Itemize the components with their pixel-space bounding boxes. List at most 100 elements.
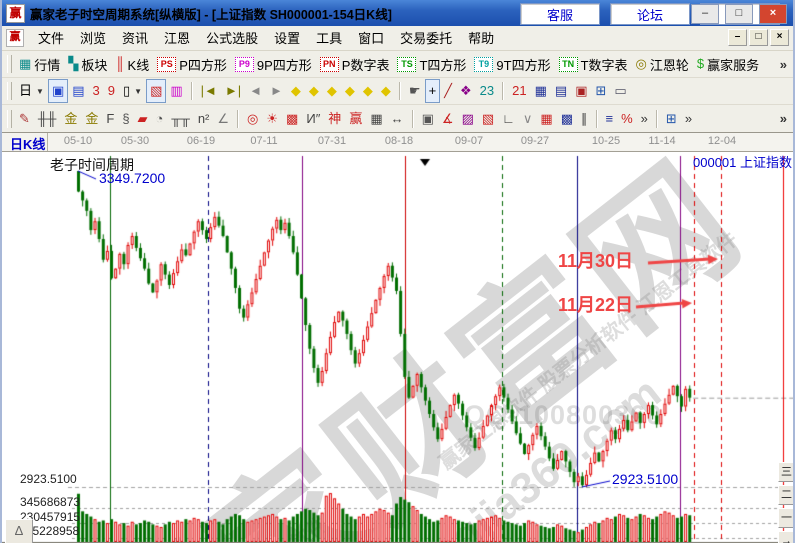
nine-cycle-button[interactable]: 9 <box>104 79 119 103</box>
gann-fan-tool[interactable]: ∡ <box>438 107 458 131</box>
menu-item-8[interactable]: 交易委托 <box>400 31 453 46</box>
laozi-pattern-button[interactable]: ▧ <box>146 79 167 103</box>
gann-shape-button[interactable]: ❖ <box>456 79 476 103</box>
close-button[interactable]: × <box>759 4 787 24</box>
nine-p-square-button[interactable]: P9 9P四方形 <box>231 52 316 76</box>
mdi-restore-button[interactable]: □ <box>749 29 768 46</box>
gann-wheel-button[interactable]: ◎ 江恩轮 <box>632 52 693 76</box>
angle-lines-tool[interactable]: ∟ <box>498 107 519 131</box>
menu-item-4[interactable]: 公式选股 <box>206 31 259 46</box>
overflow-more-2[interactable]: » <box>681 107 696 131</box>
nine-t-square-button[interactable]: T9 9T四方形 <box>470 52 554 76</box>
winner-service-button[interactable]: $ 赢家服务 <box>693 52 763 76</box>
diamond-shift-right-button[interactable]: ◆ <box>305 79 323 103</box>
pane-layout-2-button[interactable]: 二 <box>778 485 793 505</box>
first-bar-button[interactable]: |◄ <box>197 79 221 103</box>
restore-button[interactable]: □ <box>725 4 753 24</box>
menu-item-6[interactable]: 工具 <box>316 31 343 46</box>
forum-button[interactable]: 论坛 <box>610 3 690 25</box>
grid-yellow-tool[interactable]: ⊞ <box>662 107 681 131</box>
gold-comb-tool-1[interactable]: 金 <box>60 107 81 131</box>
three-cycle-button[interactable]: 3 <box>89 79 104 103</box>
web-grid-tool[interactable]: ▩ <box>282 107 302 131</box>
network-button[interactable]: ⊞ <box>591 79 610 103</box>
f-comb-tool[interactable]: F <box>102 107 118 131</box>
comb-tool[interactable]: ╫╫ <box>34 107 60 131</box>
minimize-button[interactable]: – <box>691 4 719 24</box>
menu-item-3[interactable]: 江恩 <box>164 31 191 46</box>
period-day-selector[interactable]: 日 ▼ <box>15 79 48 103</box>
spiral-tool[interactable]: § <box>118 107 133 131</box>
price-chart-canvas[interactable] <box>2 152 793 543</box>
clock-cycle-tool[interactable]: ◔ <box>152 107 168 131</box>
parallel-lines-tool[interactable]: ∥ <box>577 107 592 131</box>
quotes-button[interactable]: ▦ 行情 <box>15 52 64 76</box>
mdi-close-button[interactable]: × <box>770 29 789 46</box>
toolbar-overflow-chevron[interactable]: » <box>779 56 787 72</box>
win-box-tool[interactable]: 赢 <box>345 107 366 131</box>
toolbar-overflow-chevron[interactable]: » <box>779 111 787 126</box>
diamond-shift-left-button[interactable]: ◆ <box>287 79 305 103</box>
calculator-button[interactable]: ▦ <box>531 79 551 103</box>
ohlc-pair-tool[interactable]: И″ <box>302 107 324 131</box>
menu-item-0[interactable]: 文件 <box>38 31 65 46</box>
diamond-cross-button[interactable]: ◆ <box>377 79 395 103</box>
box-fan-tool[interactable]: ▧ <box>478 107 498 131</box>
v-lines-tool[interactable]: ∨ <box>519 107 537 131</box>
percent-line-tool[interactable]: % <box>617 107 637 131</box>
p-square-button[interactable]: PS P四方形 <box>153 52 231 76</box>
fan-box-tool[interactable]: ▨ <box>458 107 478 131</box>
info-panel-button[interactable]: ▤ <box>68 79 88 103</box>
panel-bars-tool[interactable]: ≡ <box>602 107 618 131</box>
prev-bar-button[interactable]: ◄ <box>245 79 266 103</box>
toolbar-grip[interactable] <box>7 55 12 73</box>
pane-scroll-button[interactable]: → <box>778 531 793 543</box>
shen-comb-tool[interactable]: 神 <box>324 107 345 131</box>
diamond-compress-button[interactable]: ◆ <box>323 79 341 103</box>
diamond-expand-button[interactable]: ◆ <box>341 79 359 103</box>
candle-style-button[interactable]: ▯ ▼ <box>119 79 146 103</box>
pane-layout-3-button[interactable]: 三 <box>778 462 793 482</box>
comb-grid-tool[interactable]: ▦ <box>366 107 386 131</box>
mdi-minimize-button[interactable]: – <box>728 29 747 46</box>
menu-item-5[interactable]: 设置 <box>274 31 301 46</box>
angle-tool[interactable]: ∠ <box>213 107 233 131</box>
p-number-table-button[interactable]: PN P数字表 <box>316 52 394 76</box>
pattern-window-button[interactable]: ▣ <box>47 79 69 103</box>
calendar-button[interactable]: 21 <box>508 79 530 103</box>
menu-item-7[interactable]: 窗口 <box>358 31 385 46</box>
gold-comb-tool-2[interactable]: 金 <box>81 107 102 131</box>
menu-item-1[interactable]: 浏览 <box>80 31 107 46</box>
starburst-tool[interactable]: ☀ <box>262 107 282 131</box>
red-grid-tool[interactable]: ▦ <box>536 107 556 131</box>
save-button[interactable]: ▣ <box>571 79 591 103</box>
target-tool[interactable]: ◎ <box>243 107 262 131</box>
brush-tool[interactable]: ▰ <box>134 107 152 131</box>
pan-hand-button[interactable]: ☛ <box>405 79 425 103</box>
grid-box-tool[interactable]: ▩ <box>557 107 577 131</box>
next-bar-button[interactable]: ► <box>266 79 287 103</box>
customer-service-button[interactable]: 客服 <box>520 3 600 25</box>
n-squared-tool[interactable]: n² <box>194 107 214 131</box>
cycle-23-button[interactable]: 23 <box>476 79 498 103</box>
menu-item-2[interactable]: 资讯 <box>122 31 149 46</box>
delta-tool-button[interactable]: Δ <box>5 519 33 543</box>
box-handles-tool[interactable]: ▣ <box>418 107 438 131</box>
plain-comb-tool[interactable]: ╥╥ <box>167 107 193 131</box>
kline-button[interactable]: ║ K线 <box>111 52 153 76</box>
notes-button[interactable]: ▤ <box>551 79 571 103</box>
t-square-button[interactable]: TS T四方形 <box>393 52 470 76</box>
t-number-table-button[interactable]: TN T数字表 <box>555 52 632 76</box>
pane-layout-1-button[interactable]: 一 <box>778 508 793 528</box>
menu-item-9[interactable]: 帮助 <box>468 31 495 46</box>
title-bar[interactable]: 赢 赢家老子时空周期系统[纵横版] - [上证指数 SH000001-154日K… <box>2 0 793 26</box>
crosshair-button[interactable]: + <box>424 79 441 103</box>
pencil-tool[interactable]: ✎ <box>15 107 34 131</box>
printer-button[interactable]: ▭ <box>610 79 630 103</box>
toolbar-grip[interactable] <box>7 82 12 100</box>
overflow-more-1[interactable]: » <box>637 107 652 131</box>
measure-line-button[interactable]: ╱ <box>440 79 456 103</box>
sectors-button[interactable]: ▚ 板块 <box>64 52 111 76</box>
toolbar-grip[interactable] <box>7 109 12 128</box>
diamond-center-button[interactable]: ◆ <box>359 79 377 103</box>
